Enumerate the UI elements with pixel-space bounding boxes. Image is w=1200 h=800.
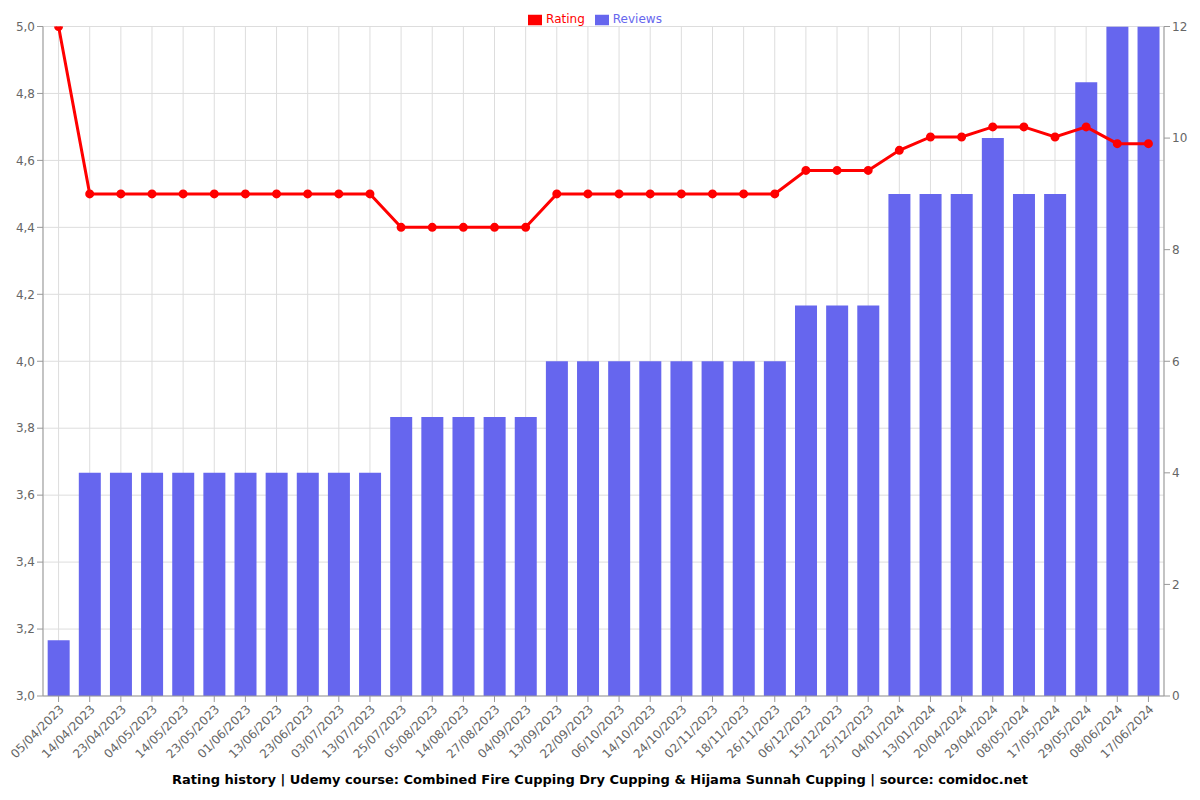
svg-text:10: 10 (1172, 131, 1187, 145)
svg-text:8: 8 (1172, 243, 1180, 257)
svg-text:3,4: 3,4 (16, 555, 35, 569)
svg-text:17/06/2024: 17/06/2024 (1098, 702, 1157, 760)
html-text:Rating history | Udemy course:: Rating history | Udemy course: Combined … (172, 772, 1028, 787)
svg-text:4,6: 4,6 (16, 154, 35, 168)
svg-text:3,2: 3,2 (16, 622, 35, 636)
svg-text:4,2: 4,2 (16, 288, 35, 302)
html-text:Reviews: Reviews (612, 12, 662, 26)
svg-text:4,4: 4,4 (16, 221, 35, 235)
svg-text:4: 4 (1172, 466, 1180, 480)
svg-text:0: 0 (1172, 689, 1180, 703)
svg-text:5,0: 5,0 (16, 20, 35, 34)
svg-text:2: 2 (1172, 578, 1180, 592)
svg-text:3,0: 3,0 (16, 689, 35, 703)
svg-text:6: 6 (1172, 355, 1180, 369)
svg-text:3,8: 3,8 (16, 421, 35, 435)
svg-text:3,6: 3,6 (16, 488, 35, 502)
svg-text:12: 12 (1172, 20, 1187, 34)
svg-text:4,0: 4,0 (16, 355, 35, 369)
html-text:Rating: Rating (546, 12, 585, 26)
svg-text:4,8: 4,8 (16, 87, 35, 101)
